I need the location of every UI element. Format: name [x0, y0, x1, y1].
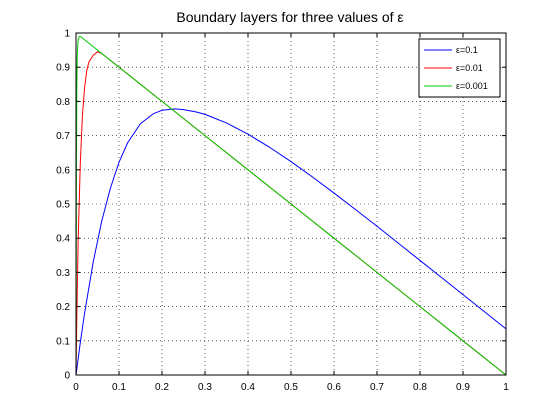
- chart-title: Boundary layers for three values of ε: [176, 9, 403, 25]
- series-line-1: [75, 108, 507, 376]
- y-tick-label: 0.7: [56, 131, 70, 142]
- legend-label-1: ε=0.1: [456, 45, 478, 55]
- y-tick-label: 1: [64, 29, 70, 40]
- x-tick-label: 0.2: [155, 382, 169, 393]
- data-series: [75, 35, 507, 376]
- legend: ε=0.1 ε=0.01 ε=0.001: [418, 38, 501, 98]
- y-tick-label: 0.6: [56, 165, 70, 176]
- x-tick-label: 0.7: [370, 382, 384, 393]
- x-tick-label: 0.4: [241, 382, 255, 393]
- x-tick-label: 0.5: [284, 382, 298, 393]
- x-tick-label: 0.9: [456, 382, 470, 393]
- x-tick-label: 0.3: [198, 382, 212, 393]
- x-tick-label: 0.1: [112, 382, 126, 393]
- legend-label-2: ε=0.01: [456, 63, 483, 73]
- y-tick-label: 0.4: [56, 234, 70, 245]
- y-tick-label: 0.2: [56, 302, 70, 313]
- series-line-3: [75, 35, 507, 376]
- y-tick-label: 0.3: [56, 268, 70, 279]
- y-tick-label: 0.5: [56, 200, 70, 211]
- x-tick-label: 0.8: [413, 382, 427, 393]
- x-tick-label: 0: [73, 382, 79, 393]
- y-tick-label: 0.1: [56, 336, 70, 347]
- x-tick-label: 1: [503, 382, 509, 393]
- axis-ticks: 0 0.1 0.2 0.3 0.4 0.5 0.6 0.7 0.8 0.9 1 0 0.1 0.2 0.3 0…: [56, 29, 509, 394]
- y-tick-label: 0.9: [56, 63, 70, 74]
- x-tick-label: 0.6: [327, 382, 341, 393]
- legend-box: [418, 38, 501, 98]
- y-tick-label: 0.8: [56, 97, 70, 108]
- legend-label-3: ε=0.001: [456, 81, 488, 91]
- y-tick-label: 0: [64, 371, 70, 382]
